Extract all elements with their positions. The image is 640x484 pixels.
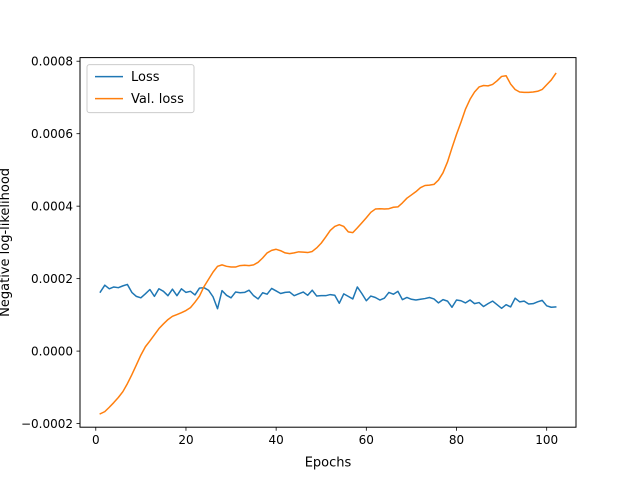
y-tick-label: 0.0002 [31,272,73,286]
x-tick-label: 0 [92,433,100,447]
series-line-0 [99,283,557,310]
y-tick-label: 0.0004 [31,199,73,213]
y-tick-label: 0.0008 [31,55,73,69]
x-tick-label: 40 [269,433,284,447]
legend-label-0: Loss [131,70,160,85]
x-tick-label: 100 [535,433,558,447]
x-tick-label: 20 [178,433,193,447]
legend-label-1: Val. loss [131,92,184,107]
y-tick-label: 0.0006 [31,127,73,141]
legend: Loss Val. loss [86,64,195,114]
x-axis-label: Epochs [305,456,352,471]
ticks-layer: 0 20 40 60 80 100 −0.0002 0.0000 0.0002 0.0004 0.0… [21,55,558,448]
y-tick-label: 0.0000 [31,344,73,358]
x-tick-label: 60 [359,433,374,447]
y-axis-label: Negative log-likelihood [0,168,13,317]
x-tick-label: 80 [449,433,464,447]
y-tick-label: −0.0002 [21,417,73,431]
plot-frame [79,57,577,428]
series-layer [99,72,557,415]
series-line-1 [99,72,557,415]
